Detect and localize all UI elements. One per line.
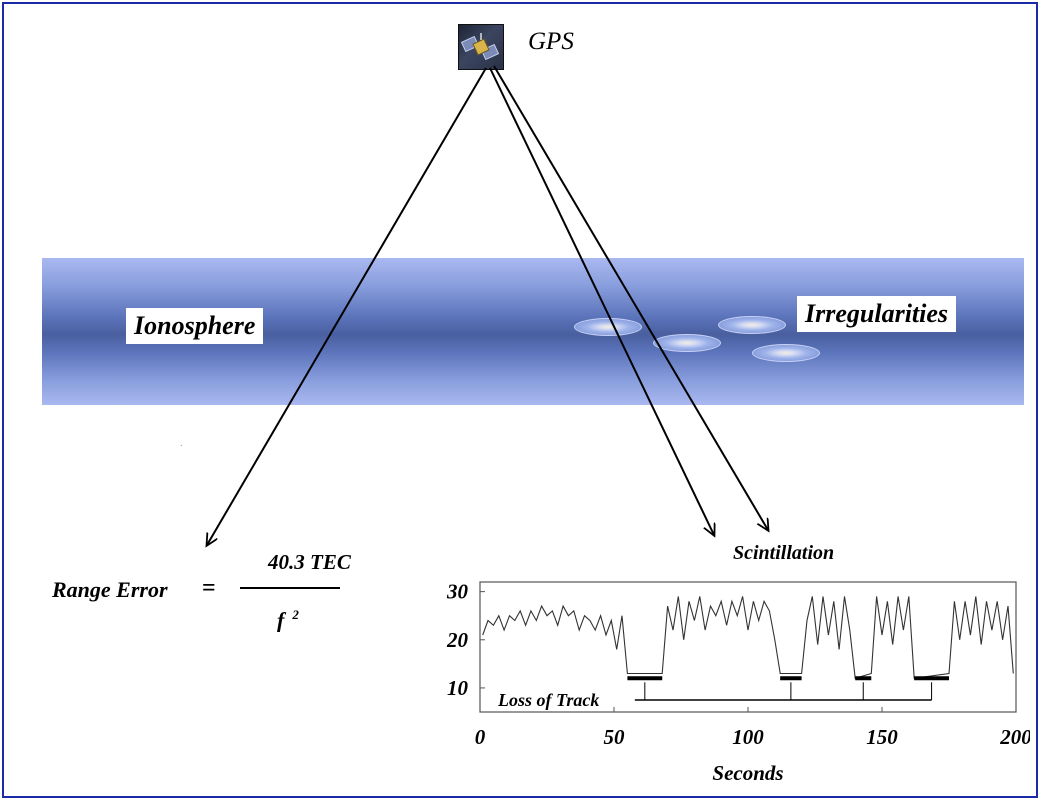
- scintillation-label: Scintillation: [733, 542, 835, 564]
- ionosphere-label: Ionosphere: [126, 308, 264, 344]
- snr-chart: 050100150200102030SecondsSNR (dB)Loss of…: [446, 580, 1030, 785]
- irregularity-blob: [574, 318, 642, 336]
- x-tick-label: 100: [732, 725, 764, 749]
- y-tick-label: 10: [447, 676, 469, 700]
- x-tick-label: 150: [866, 725, 898, 749]
- x-tick-label: 200: [999, 725, 1030, 749]
- irregularity-blob: [653, 334, 721, 352]
- gps-label: GPS: [528, 28, 574, 55]
- satellite-icon: [458, 24, 504, 70]
- equals-sign: =: [202, 575, 216, 601]
- irregularity-blob: [718, 316, 786, 334]
- y-tick-label: 30: [446, 580, 469, 604]
- stray-dot: .: [180, 438, 183, 449]
- fraction-bar: [240, 587, 340, 589]
- formula-numerator: 40.3 TEC: [268, 550, 351, 574]
- snr-series-line: [482, 596, 1014, 680]
- x-tick-label: 50: [604, 725, 626, 749]
- x-axis-label: Seconds: [712, 761, 783, 785]
- irregularity-blob: [752, 344, 820, 362]
- range-error-label: Range Error: [52, 577, 168, 602]
- signal-path-range: [207, 67, 487, 545]
- signal-path-scint-2: [493, 65, 768, 530]
- y-tick-label: 20: [446, 628, 469, 652]
- formula-exponent: 2: [292, 607, 299, 622]
- formula-variable: f: [277, 607, 285, 633]
- irregularities-label: Irregularities: [797, 296, 957, 332]
- x-tick-label: 0: [475, 725, 486, 749]
- loss-of-track-label: Loss of Track: [497, 690, 599, 710]
- signal-path-scint-1: [489, 67, 714, 535]
